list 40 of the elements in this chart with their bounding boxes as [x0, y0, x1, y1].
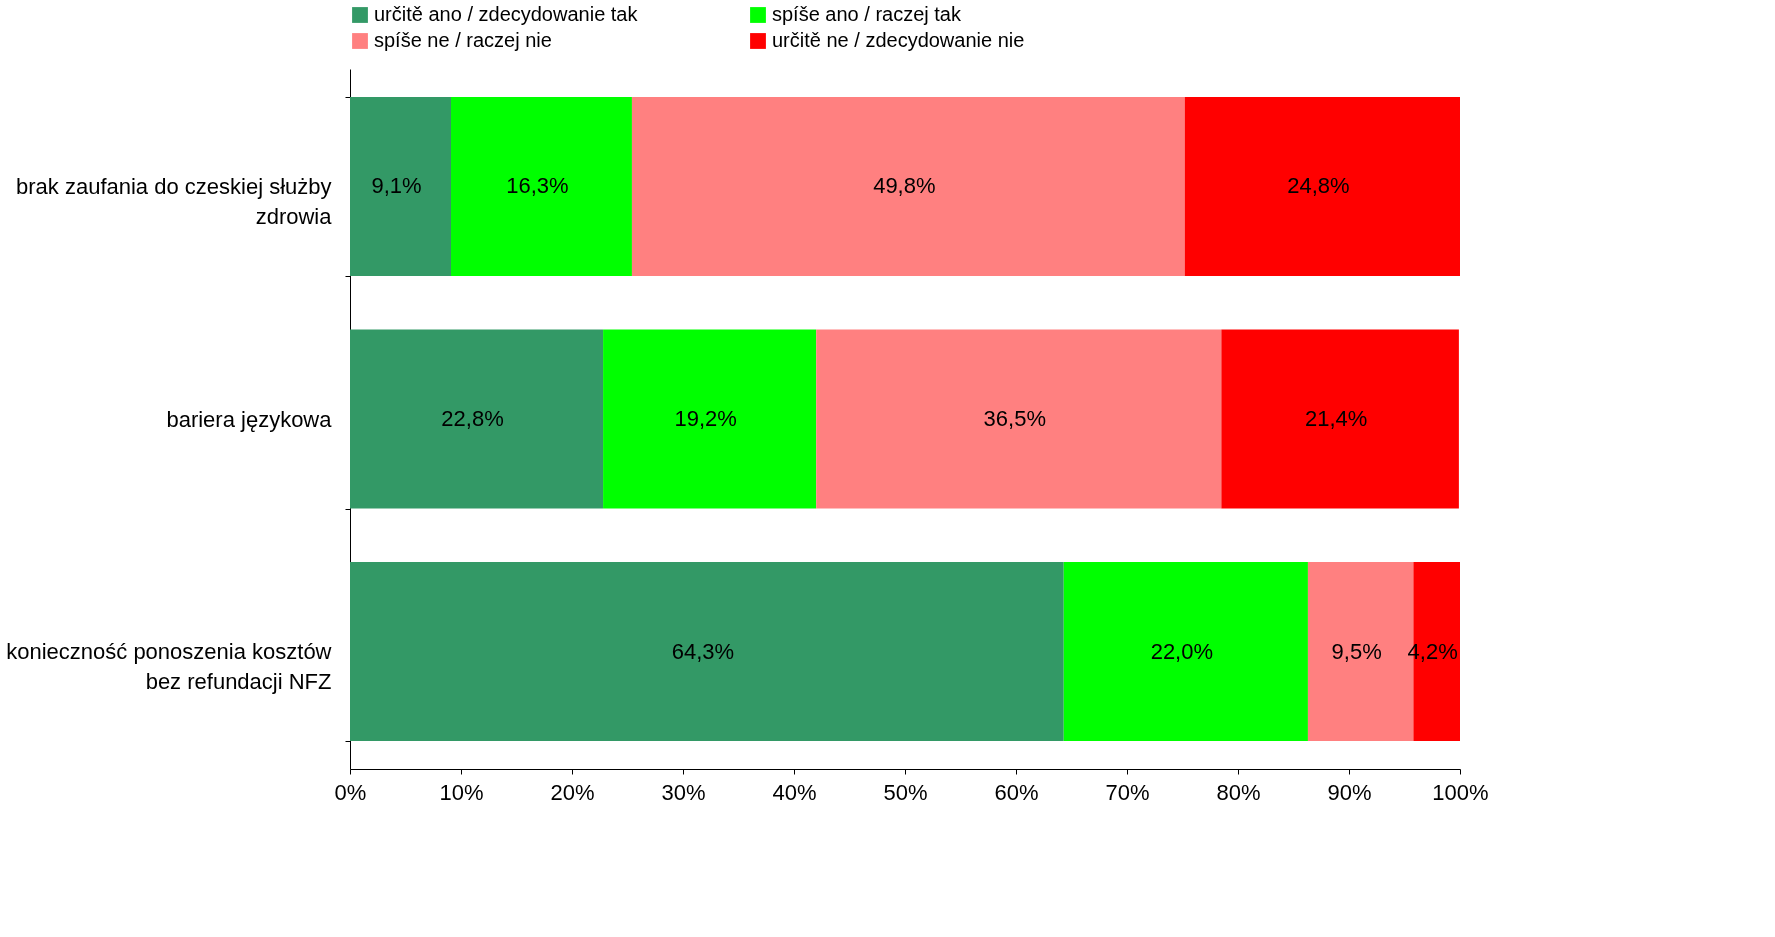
bar: [350, 96, 452, 276]
x-tick-label: 90%: [1327, 779, 1372, 805]
y-tick-label: bariera językowa: [166, 406, 333, 432]
data-label: 4,2%: [1407, 638, 1458, 664]
x-tick-label: 50%: [883, 779, 928, 805]
x-tick-label: 40%: [772, 779, 817, 805]
x-tick-label: 20%: [550, 779, 595, 805]
legend-label: určitě ne / zdecydowanie nie: [772, 29, 1025, 51]
x-tick-label: 0%: [334, 779, 367, 805]
y-tick-label: konieczność ponoszenia kosztów bez refundacji NFZ: [6, 639, 332, 695]
y-tick-label: brak zaufania do czeskiej służby zdrowia: [16, 173, 333, 229]
legend-label: spíše ano / raczej tak: [772, 3, 962, 25]
data-label: 9,1%: [371, 173, 422, 199]
data-label: 16,3%: [506, 173, 569, 199]
data-label: 22,0%: [1150, 638, 1214, 664]
bar: [1184, 96, 1460, 276]
data-label: 49,8%: [873, 173, 936, 199]
bar: [631, 96, 1185, 276]
bar: [1063, 562, 1308, 742]
bar: [451, 96, 632, 276]
bar: [350, 329, 604, 509]
data-label: 36,5%: [983, 406, 1046, 431]
x-tick-label: 10%: [439, 779, 484, 805]
bar: [816, 329, 1222, 509]
legend-label: určitě ano / zdecydowanie tak: [374, 3, 639, 25]
x-tick-label: 80%: [1216, 779, 1261, 805]
data-label: 21,4%: [1304, 406, 1368, 431]
data-label: 22,8%: [441, 406, 504, 431]
bar: [603, 329, 817, 509]
x-tick-label: 60%: [994, 779, 1039, 805]
data-label: 9,5%: [1331, 638, 1382, 664]
data-label: 64,3%: [671, 638, 735, 664]
bar: [1221, 329, 1459, 509]
x-tick-label: 70%: [1105, 779, 1150, 805]
legend-label: spíše ne / raczej nie: [374, 29, 552, 51]
x-tick-label: 100%: [1432, 779, 1489, 805]
x-tick-label: 30%: [661, 779, 706, 805]
data-label: 19,2%: [674, 406, 737, 431]
bar: [350, 562, 1064, 742]
data-label: 24,8%: [1287, 173, 1350, 199]
